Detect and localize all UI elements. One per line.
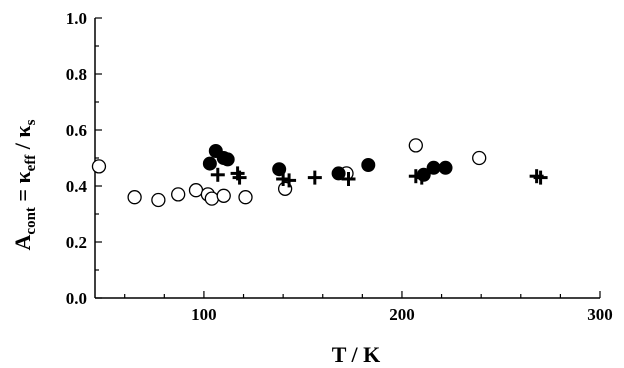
axes <box>94 18 600 299</box>
open-circle-point <box>91 159 107 174</box>
open-circle-point <box>472 150 487 166</box>
open-circle-point <box>151 192 166 208</box>
x-axis-title: T / K <box>332 342 381 367</box>
filled-circle-point <box>220 152 235 167</box>
filled-circle-point <box>331 166 346 181</box>
open-circle-point <box>238 190 253 205</box>
y-title-cont: cont <box>23 207 39 235</box>
open-circle-point <box>188 183 204 198</box>
y-tick-label: 0.0 <box>66 289 87 308</box>
x-tick-label: 300 <box>587 305 613 324</box>
open-circle-point <box>204 191 219 206</box>
plus-point <box>533 170 548 185</box>
open-circle-point <box>171 187 186 202</box>
plus-point <box>307 170 322 185</box>
y-tick-label: 1.0 <box>66 9 87 28</box>
plus-point <box>414 170 429 185</box>
y-title-a: A <box>10 234 35 250</box>
y-tick-label: 0.6 <box>66 121 87 140</box>
filled-circle-point <box>438 160 453 175</box>
y-title-slash: / κ <box>10 125 35 155</box>
x-tick-label: 100 <box>191 305 217 324</box>
open-circle-point <box>127 190 142 205</box>
open-circle-point <box>408 138 423 153</box>
y-title-eq: = κ <box>10 171 35 208</box>
y-axis-title: Acont = κeff / κs <box>10 119 39 250</box>
plus-point <box>210 167 225 182</box>
y-tick-label: 0.8 <box>66 65 87 84</box>
filled-circle-point <box>361 158 376 172</box>
y-tick-label: 0.2 <box>66 233 87 252</box>
y-title-eff: eff <box>23 154 39 172</box>
plus-point <box>232 170 247 185</box>
x-tick-label: 200 <box>389 305 415 324</box>
plus-point <box>341 172 356 186</box>
y-title-s: s <box>23 119 39 125</box>
filled-circle-point <box>202 156 217 171</box>
filled-circle-point <box>426 160 441 175</box>
ticks: 0.0 0.2 0.4 0.6 0.8 1.0 100 200 300 <box>66 9 613 324</box>
data-points <box>91 138 548 208</box>
plus-point <box>282 173 297 188</box>
open-circle-point <box>216 188 231 203</box>
y-tick-label: 0.4 <box>66 177 88 196</box>
